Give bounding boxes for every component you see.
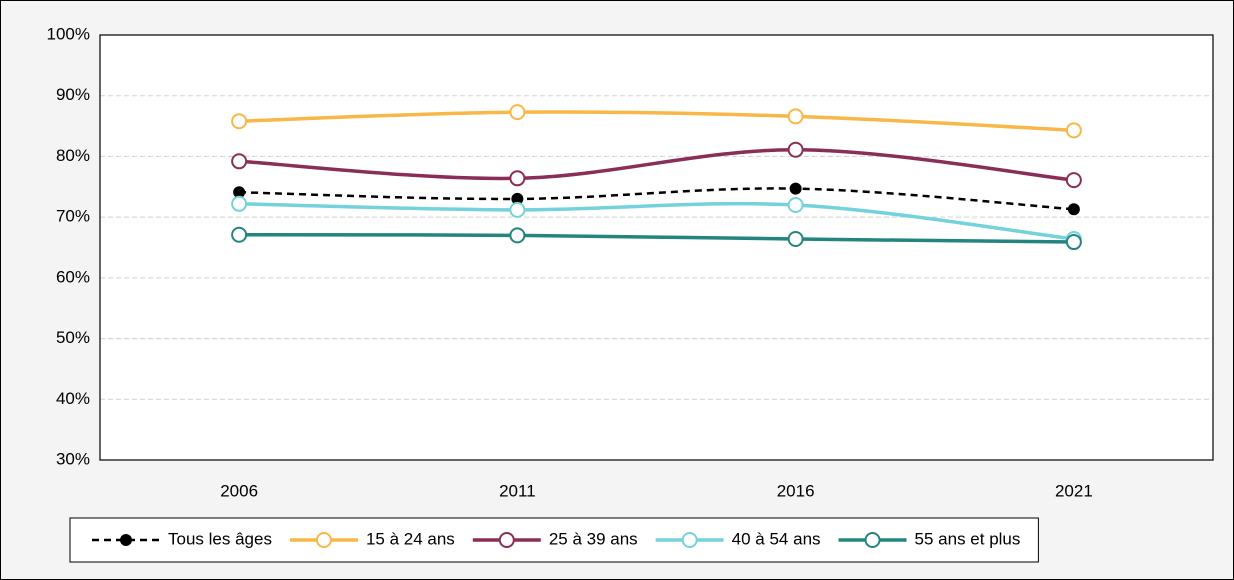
point-marker <box>787 197 804 213</box>
y-tick-label: 40% <box>56 389 90 408</box>
plot-border <box>99 34 1214 461</box>
y-tick-label: 90% <box>56 85 90 104</box>
point-marker <box>509 201 526 218</box>
point-marker <box>231 226 248 243</box>
legend-marker <box>864 532 881 548</box>
y-tick-label: 100% <box>47 24 90 43</box>
point-marker <box>1065 234 1082 251</box>
series-line <box>239 233 1074 244</box>
x-tick-label: 2021 <box>1055 481 1093 500</box>
point-marker <box>233 186 246 199</box>
y-tick-label: 30% <box>56 449 90 468</box>
point-marker <box>509 170 526 187</box>
legend-marker <box>315 532 332 548</box>
x-tick-label: 2016 <box>777 481 815 500</box>
legend-label: 55 ans et plus <box>915 529 1021 548</box>
x-tick-label: 2006 <box>220 481 258 500</box>
y-tick-label: 50% <box>56 328 90 347</box>
point-marker <box>231 195 248 212</box>
series-line <box>239 110 1074 133</box>
series-line <box>239 201 1075 241</box>
point-marker <box>1065 172 1082 189</box>
legend-label: Tous les âges <box>168 529 272 548</box>
y-tick-label: 70% <box>56 207 90 226</box>
point-marker <box>787 108 804 125</box>
x-tick-label: 2011 <box>499 481 536 500</box>
point-marker <box>231 113 248 130</box>
legend-label: 40 à 54 ans <box>732 529 821 548</box>
point-marker <box>1067 203 1080 216</box>
series-line <box>239 187 1074 211</box>
point-marker <box>231 153 248 170</box>
series-line <box>239 147 1075 182</box>
legend-label: 25 à 39 ans <box>549 529 638 548</box>
legend-marker <box>498 532 515 548</box>
legend-marker <box>681 532 698 548</box>
legend-marker <box>120 534 132 546</box>
y-tick-label: 80% <box>56 146 90 165</box>
point-marker <box>509 227 526 244</box>
point-marker <box>1065 122 1082 139</box>
point-marker <box>509 104 526 121</box>
plot-area <box>100 35 1213 460</box>
point-marker <box>787 231 804 247</box>
y-tick-label: 60% <box>56 267 90 286</box>
point-marker <box>787 141 804 158</box>
legend-label: 15 à 24 ans <box>366 529 455 548</box>
point-marker <box>789 182 802 195</box>
